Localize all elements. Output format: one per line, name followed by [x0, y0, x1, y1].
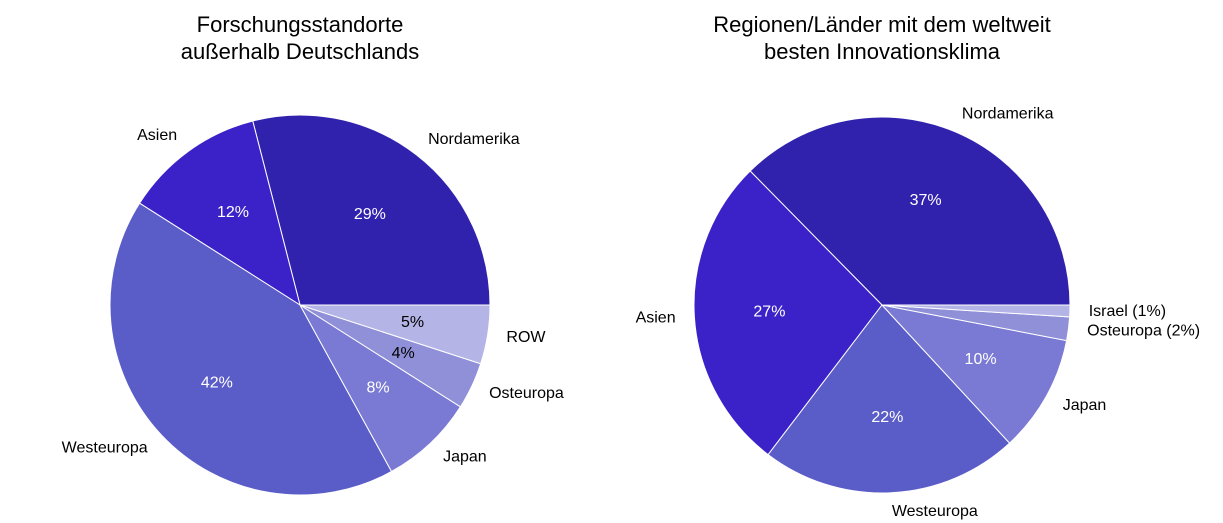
value-label: 27%	[753, 303, 785, 320]
value-label: 29%	[354, 206, 386, 223]
chart-title: Regionen/Länder mit dem weltweit	[713, 12, 1051, 37]
slice-label: Asien	[137, 127, 177, 144]
slice-label: Nordamerika	[962, 105, 1054, 122]
slice-label: Israel (1%)	[1089, 303, 1166, 320]
value-label: 12%	[217, 204, 249, 221]
pie-slice	[881, 304, 1071, 318]
slice-label: Westeuropa	[62, 439, 148, 456]
pie-slice	[138, 120, 301, 307]
chart-title: außerhalb Deutschlands	[181, 39, 419, 64]
slice-label: Asien	[636, 309, 676, 326]
pie-slice	[693, 170, 883, 456]
value-label: 10%	[965, 351, 997, 368]
pie-slice	[299, 304, 462, 473]
pie-slice	[299, 304, 491, 365]
slice-label: Japan	[443, 449, 487, 466]
pie-slice	[880, 304, 1068, 444]
slice-label: Westeuropa	[892, 503, 978, 520]
value-label: 42%	[201, 374, 233, 391]
value-label: 5%	[401, 314, 424, 331]
value-label: 4%	[392, 345, 415, 362]
chart-title: besten Innovationsklima	[764, 39, 1001, 64]
value-label: 8%	[366, 379, 389, 396]
value-label: 22%	[871, 409, 903, 426]
slice-label: ROW	[506, 329, 546, 346]
chart-title: Forschungsstandorte	[197, 12, 404, 37]
slice-label: Osteuropa (2%)	[1087, 322, 1200, 339]
slice-label: Nordamerika	[428, 131, 520, 148]
slice-label: Osteuropa	[489, 385, 564, 402]
pie-slice	[252, 114, 491, 306]
pie-slice	[749, 116, 1071, 306]
slice-label: Japan	[1063, 397, 1107, 414]
pie-slice	[109, 202, 393, 496]
value-label: 37%	[910, 192, 942, 209]
pie-slice	[767, 304, 1011, 494]
